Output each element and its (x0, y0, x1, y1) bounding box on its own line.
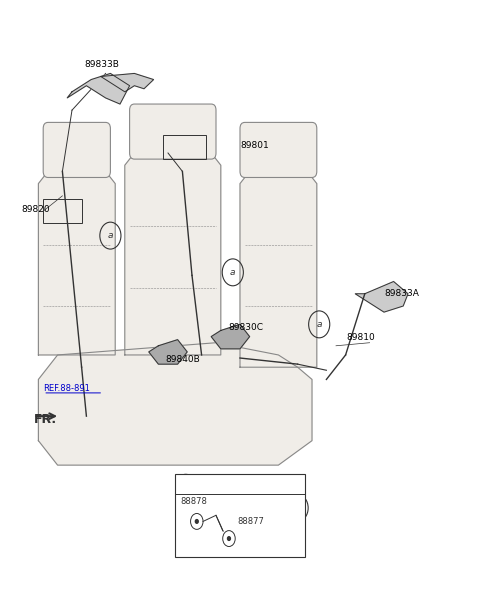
Text: a: a (230, 268, 236, 277)
Text: 89833B: 89833B (84, 60, 119, 69)
Polygon shape (211, 324, 250, 349)
Text: a: a (108, 231, 113, 240)
Polygon shape (38, 171, 115, 355)
FancyBboxPatch shape (43, 122, 110, 177)
Circle shape (228, 537, 230, 540)
Bar (163, 135, 206, 159)
Circle shape (195, 520, 198, 523)
Polygon shape (240, 171, 317, 367)
Polygon shape (38, 343, 312, 465)
Bar (175, 474, 305, 557)
Text: 89810: 89810 (347, 334, 375, 342)
Bar (43, 199, 82, 223)
Text: FR.: FR. (34, 412, 57, 426)
FancyBboxPatch shape (130, 104, 216, 159)
Text: 89840B: 89840B (166, 356, 200, 364)
Polygon shape (149, 340, 187, 364)
Polygon shape (355, 282, 408, 312)
Text: 89820: 89820 (22, 205, 50, 214)
Text: 89833A: 89833A (384, 289, 419, 298)
Text: 88877: 88877 (238, 517, 264, 526)
Polygon shape (125, 153, 221, 355)
FancyBboxPatch shape (240, 122, 317, 177)
Polygon shape (67, 73, 130, 104)
Text: 89830C: 89830C (228, 323, 263, 332)
Text: a: a (295, 504, 300, 512)
Text: a: a (316, 320, 322, 329)
Text: 89801: 89801 (240, 141, 269, 150)
Text: a: a (183, 480, 188, 488)
Text: 88878: 88878 (180, 498, 207, 506)
Text: REF.88-891: REF.88-891 (43, 384, 90, 393)
Polygon shape (101, 73, 154, 92)
